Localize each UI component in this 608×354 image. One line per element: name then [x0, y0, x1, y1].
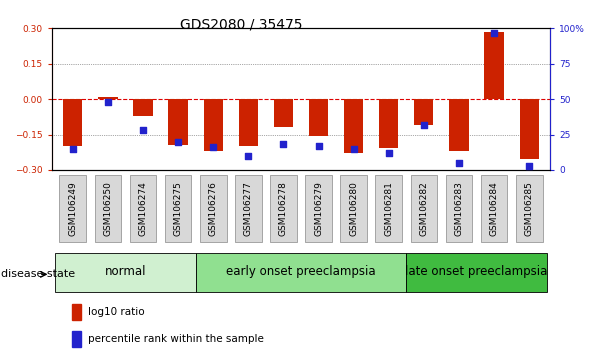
- Text: early onset preeclampsia: early onset preeclampsia: [226, 265, 376, 278]
- Bar: [204, 99, 223, 151]
- Bar: [309, 99, 328, 136]
- FancyBboxPatch shape: [516, 175, 542, 241]
- Text: GSM106280: GSM106280: [349, 181, 358, 236]
- Point: [384, 150, 393, 156]
- Bar: [274, 99, 293, 127]
- Text: GSM106283: GSM106283: [454, 181, 463, 236]
- Text: GSM106249: GSM106249: [68, 182, 77, 236]
- FancyBboxPatch shape: [235, 175, 261, 241]
- FancyBboxPatch shape: [270, 175, 297, 241]
- Text: late onset preeclampsia: late onset preeclampsia: [406, 265, 548, 278]
- FancyBboxPatch shape: [130, 175, 156, 241]
- Bar: [344, 99, 363, 153]
- Point: [103, 99, 112, 105]
- Point: [489, 30, 499, 35]
- Bar: [485, 32, 503, 99]
- FancyBboxPatch shape: [375, 175, 402, 241]
- Bar: [379, 99, 398, 148]
- FancyBboxPatch shape: [340, 175, 367, 241]
- Point: [454, 160, 464, 166]
- Point: [419, 122, 429, 127]
- FancyBboxPatch shape: [446, 175, 472, 241]
- FancyBboxPatch shape: [406, 253, 547, 292]
- Text: GSM106284: GSM106284: [489, 182, 499, 236]
- Text: GSM106277: GSM106277: [244, 181, 253, 236]
- Text: GSM106276: GSM106276: [209, 181, 218, 236]
- FancyBboxPatch shape: [410, 175, 437, 241]
- Point: [349, 146, 359, 152]
- FancyBboxPatch shape: [305, 175, 332, 241]
- Bar: [519, 99, 539, 159]
- Text: GDS2080 / 35475: GDS2080 / 35475: [180, 18, 302, 32]
- Point: [209, 144, 218, 150]
- Bar: [63, 99, 83, 146]
- Text: GSM106279: GSM106279: [314, 181, 323, 236]
- Bar: [72, 331, 81, 347]
- Point: [314, 143, 323, 149]
- FancyBboxPatch shape: [60, 175, 86, 241]
- Bar: [449, 99, 469, 151]
- Point: [138, 127, 148, 133]
- Bar: [238, 99, 258, 146]
- FancyBboxPatch shape: [196, 253, 406, 292]
- Text: GSM106275: GSM106275: [173, 181, 182, 236]
- FancyBboxPatch shape: [481, 175, 508, 241]
- Bar: [72, 304, 81, 320]
- Text: log10 ratio: log10 ratio: [88, 307, 145, 317]
- Point: [524, 163, 534, 169]
- FancyBboxPatch shape: [94, 175, 121, 241]
- Bar: [98, 97, 117, 99]
- Point: [68, 146, 78, 152]
- FancyBboxPatch shape: [200, 175, 227, 241]
- FancyBboxPatch shape: [165, 175, 192, 241]
- Text: GSM106278: GSM106278: [279, 181, 288, 236]
- Point: [278, 142, 288, 147]
- Text: normal: normal: [105, 265, 146, 278]
- Text: GSM106285: GSM106285: [525, 181, 534, 236]
- Point: [173, 139, 183, 144]
- Bar: [133, 99, 153, 116]
- Bar: [414, 99, 434, 125]
- Bar: [168, 99, 188, 145]
- Text: GSM106274: GSM106274: [139, 182, 148, 236]
- Text: GSM106281: GSM106281: [384, 181, 393, 236]
- Point: [243, 153, 253, 159]
- Text: disease state: disease state: [1, 269, 75, 279]
- Text: percentile rank within the sample: percentile rank within the sample: [88, 334, 264, 344]
- Text: GSM106282: GSM106282: [420, 182, 429, 236]
- FancyBboxPatch shape: [55, 253, 196, 292]
- Text: GSM106250: GSM106250: [103, 181, 112, 236]
